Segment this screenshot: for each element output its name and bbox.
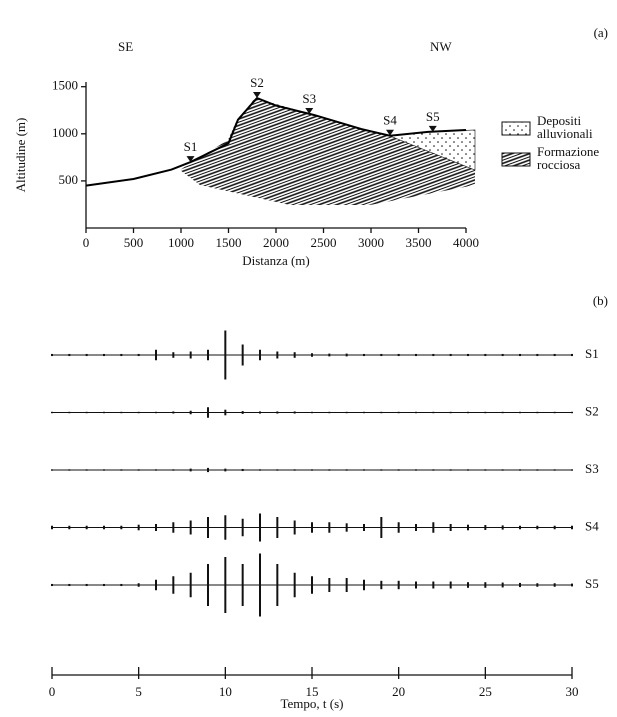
x-tick-label: 3000 — [358, 235, 384, 250]
station-label: S3 — [302, 91, 316, 106]
panel-label: (b) — [593, 293, 608, 308]
station-label: S1 — [184, 139, 198, 154]
side-label: NW — [430, 39, 452, 54]
legend-label: Depositi — [537, 113, 581, 128]
x-tick-label: 5 — [135, 684, 142, 699]
trace-label: S5 — [585, 576, 599, 591]
x-tick-label: 0 — [83, 235, 90, 250]
station-marker — [428, 125, 437, 132]
station-marker — [253, 92, 261, 99]
legend-label: Formazione — [537, 144, 599, 159]
trace-label: S4 — [585, 518, 599, 533]
x-tick-label: 30 — [566, 684, 579, 699]
legend-label: rocciosa — [537, 157, 581, 172]
trace-label: S2 — [585, 403, 599, 418]
x-tick-label: 15 — [306, 684, 319, 699]
x-tick-label: 0 — [49, 684, 56, 699]
station-label: S4 — [383, 113, 397, 128]
x-tick-label: 4000 — [453, 235, 479, 250]
x-tick-label: 500 — [124, 235, 144, 250]
station-marker — [386, 129, 394, 136]
x-tick-label: 10 — [219, 684, 232, 699]
legend-swatch-alluvial — [501, 121, 531, 136]
y-tick-label: 500 — [59, 172, 79, 187]
x-tick-label: 1000 — [168, 235, 194, 250]
station-marker — [186, 156, 195, 163]
trace-label: S1 — [585, 346, 599, 361]
x-tick-label: 2000 — [263, 235, 289, 250]
x-tick-label: 2500 — [311, 235, 337, 250]
legend-label: alluvionali — [537, 126, 593, 141]
rock-formation — [180, 98, 475, 205]
x-tick-label: 1500 — [216, 235, 242, 250]
x-tick-label: 25 — [479, 684, 492, 699]
x-tick-label: 20 — [392, 684, 405, 699]
y-tick-label: 1500 — [52, 78, 78, 93]
y-axis-title: Altitudine (m) — [13, 118, 28, 193]
trace-label: S3 — [585, 461, 599, 476]
station-marker — [305, 108, 314, 115]
x-tick-label: 3500 — [406, 235, 432, 250]
x-axis-title: Distanza (m) — [242, 253, 310, 268]
legend-swatch-rock — [501, 152, 531, 167]
panel-label: (a) — [594, 25, 608, 40]
y-tick-label: 1000 — [52, 125, 78, 140]
side-label: SE — [118, 39, 133, 54]
station-label: S2 — [250, 75, 264, 90]
x-axis-title: Tempo, t (s) — [281, 696, 344, 711]
station-label: S5 — [426, 109, 440, 124]
